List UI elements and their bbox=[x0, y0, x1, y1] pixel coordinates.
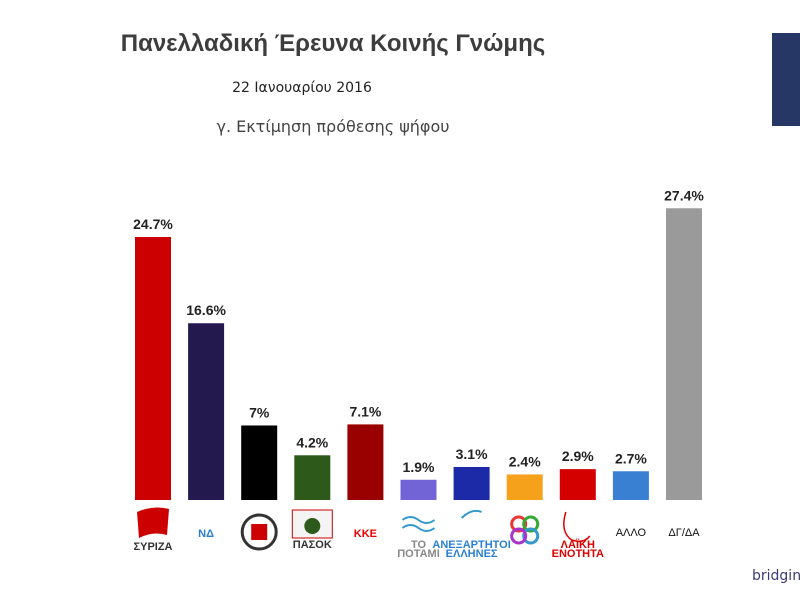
data-label: 1.9% bbox=[403, 459, 435, 475]
svg-text:ΝΔ: ΝΔ bbox=[198, 528, 214, 540]
category-label: ΑΛΛΟ bbox=[616, 527, 647, 539]
bar bbox=[347, 424, 384, 500]
svg-text:ΠΑΣΟΚ: ΠΑΣΟΚ bbox=[293, 539, 332, 551]
bar bbox=[400, 479, 437, 500]
category-label bbox=[240, 513, 278, 551]
corner-panel bbox=[772, 33, 800, 126]
bar bbox=[612, 471, 649, 500]
bar bbox=[666, 208, 702, 500]
data-label: 2.4% bbox=[509, 453, 541, 469]
bar bbox=[241, 425, 278, 500]
bar bbox=[294, 455, 331, 500]
data-label: 24.7% bbox=[133, 216, 173, 232]
watermark: bridging bbox=[752, 568, 800, 584]
data-label: 7.1% bbox=[349, 403, 381, 419]
data-label: 16.6% bbox=[186, 302, 226, 318]
category-label: ΣΥΡΙΖΑ bbox=[134, 507, 173, 553]
category-label: ΛΑΪΚΗ ΕΝΟΤΗΤΑ bbox=[552, 511, 604, 560]
bar bbox=[453, 466, 490, 500]
data-label: 2.7% bbox=[615, 450, 647, 466]
data-label: 7% bbox=[249, 404, 270, 420]
category-label: ΑΝΕΞΑΡΤΗΤΟΙ ΕΛΛΗΝΕΣ bbox=[432, 509, 511, 560]
category-label: ΔΓ/ΔΑ bbox=[668, 527, 700, 539]
category-label bbox=[510, 515, 540, 545]
bar bbox=[188, 323, 225, 500]
data-label: 2.9% bbox=[562, 448, 594, 464]
category-label: ΚΚΕ bbox=[354, 528, 377, 540]
bar bbox=[559, 469, 596, 500]
page-title: Πανελλαδική Έρευνα Κοινής Γνώμης bbox=[120, 30, 546, 57]
category-label: ΠΑΣΟΚ bbox=[291, 509, 333, 551]
data-label: 3.1% bbox=[456, 446, 488, 462]
svg-text:ΔΓ/ΔΑ: ΔΓ/ΔΑ bbox=[668, 527, 700, 539]
bar bbox=[506, 474, 543, 500]
category-label: ΝΔ bbox=[198, 528, 214, 540]
svg-text:ΣΥΡΙΖΑ: ΣΥΡΙΖΑ bbox=[134, 541, 173, 553]
category-label: ΤΟ ΠΟΤΑΜΙ bbox=[397, 516, 440, 560]
chart-subtitle: γ. Εκτίμηση πρόθεσης ψήφου bbox=[216, 117, 450, 136]
survey-date: 22 Ιανουαρίου 2016 bbox=[232, 80, 372, 96]
svg-text:ΑΛΛΟ: ΑΛΛΟ bbox=[616, 527, 647, 539]
data-label: 4.2% bbox=[296, 434, 328, 450]
bar bbox=[135, 237, 171, 500]
svg-text:ΚΚΕ: ΚΚΕ bbox=[354, 528, 377, 540]
data-label: 27.4% bbox=[664, 187, 704, 203]
